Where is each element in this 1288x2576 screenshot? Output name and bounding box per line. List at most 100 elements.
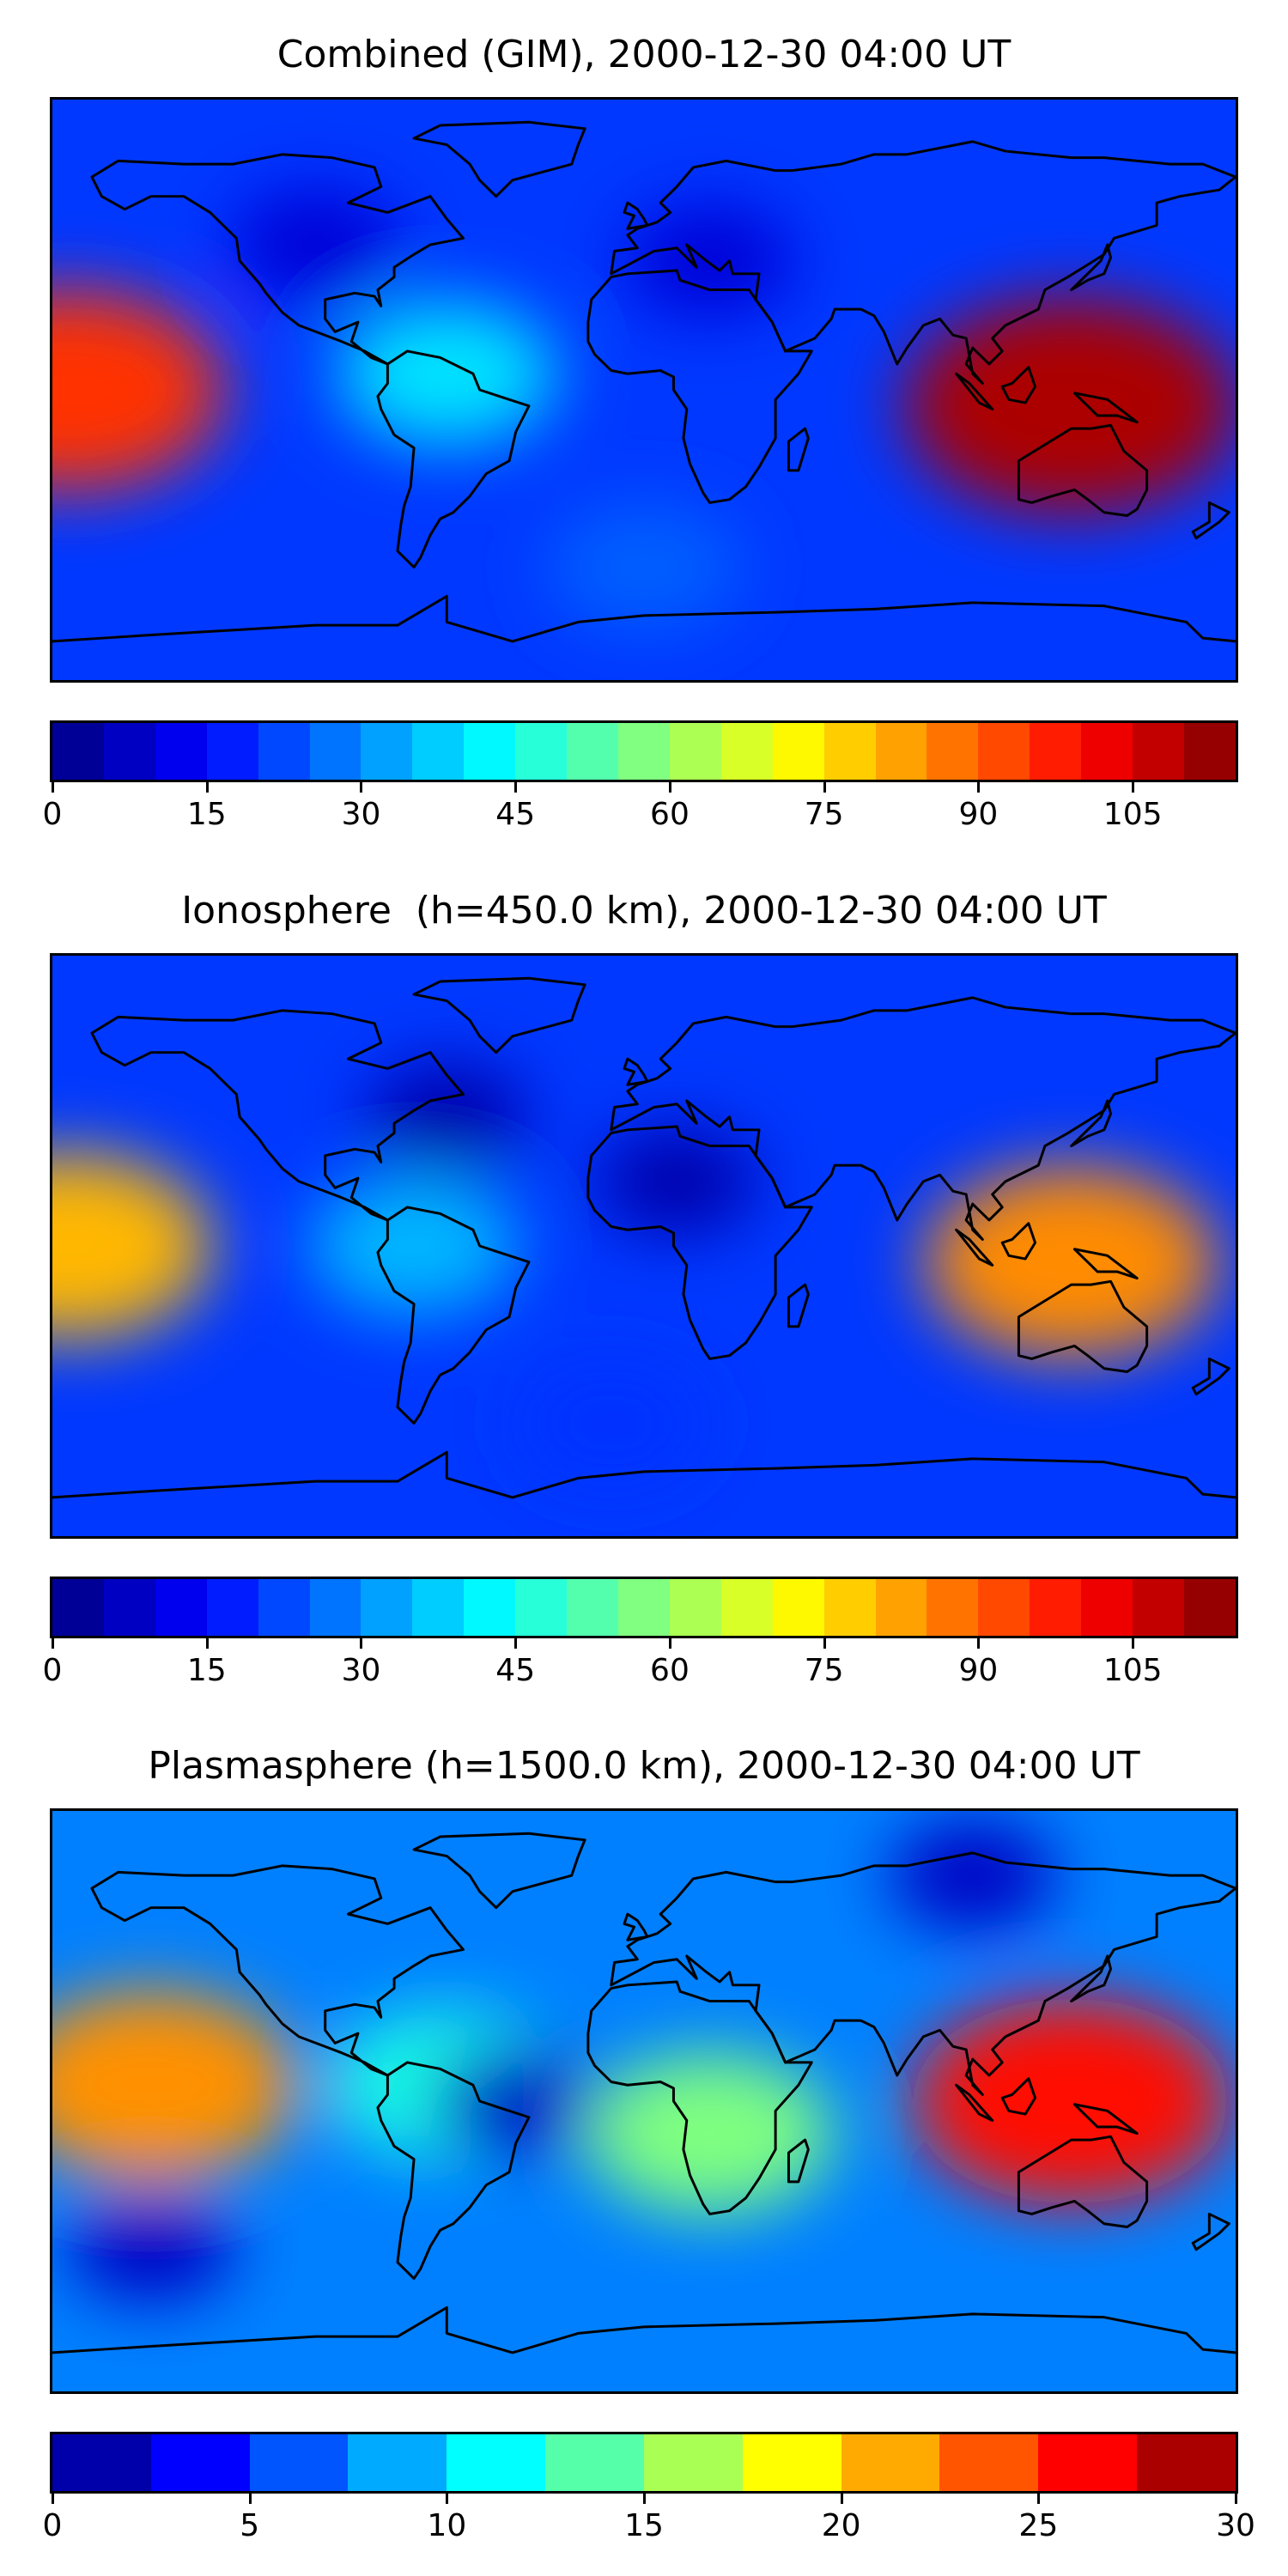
colorbar-segment: [823, 723, 876, 780]
colorbar-tick-label: 5: [240, 2508, 260, 2543]
colorbar-segment: [361, 1579, 413, 1636]
coastline-borneo: [1000, 2077, 1037, 2116]
colorbar-tick-label: 25: [1018, 2508, 1059, 2543]
field-blob: [67, 2190, 234, 2302]
colorbar-segment: [155, 723, 207, 780]
coastline-sumatra: [955, 372, 994, 410]
colorbar-segment: [669, 723, 721, 780]
field-blob: [52, 289, 224, 490]
colorbar-segment: [155, 1579, 207, 1636]
colorbar-tick-label: 60: [650, 797, 690, 832]
colorbar-segment: [720, 1579, 773, 1636]
colorbar-segment: [772, 1579, 824, 1636]
map-svg: [52, 1811, 1236, 2391]
colorbar-segment: [412, 723, 465, 780]
colorbar-tick: [643, 2494, 646, 2504]
colorbar-tick: [1132, 1638, 1135, 1649]
coastline-sumatra: [955, 1228, 994, 1267]
colorbar-tick-label: 75: [804, 1653, 844, 1688]
colorbar-tick: [668, 782, 671, 793]
coastline-north-america: [90, 153, 465, 366]
colorbar-segment: [309, 1579, 361, 1636]
colorbar-segment: [875, 723, 927, 780]
colorbar-segment: [515, 1579, 568, 1636]
field-blob: [365, 1063, 528, 1171]
colorbar-segment: [1081, 1579, 1133, 1636]
colorbar-tick: [1037, 2494, 1041, 2504]
panel1-title: Combined (GIM), 2000-12-30 04:00 UT: [276, 33, 1012, 76]
colorbar-tick-label: 105: [1103, 797, 1163, 832]
colorbar-tick: [205, 1638, 209, 1649]
coastline-japan: [1070, 243, 1113, 292]
colorbar-segment: [52, 2434, 151, 2491]
colorbar-segment: [1030, 1579, 1082, 1636]
colorbar-tick: [668, 1638, 671, 1649]
colorbar-segment: [412, 1579, 465, 1636]
coastlines: [52, 976, 1236, 1499]
field-blob: [595, 1127, 758, 1236]
panel2-colorbar-ticks: 0 15 30 45 60 75 90 105: [43, 1638, 1238, 1690]
map-svg: [52, 956, 1236, 1536]
coastline-australia: [1017, 1279, 1149, 1373]
colorbar-tick: [514, 782, 518, 793]
colorbar-segment: [545, 2434, 644, 2491]
field-blob: [230, 188, 401, 301]
field-blob: [308, 1176, 519, 1315]
coastline-eurasia: [610, 140, 1236, 385]
coastlines: [52, 1832, 1236, 2354]
field-blob: [428, 2045, 596, 2157]
coastline-south-america: [376, 1206, 531, 1425]
panel1-colorbar: [50, 720, 1238, 782]
panel2-colorbar: [50, 1577, 1238, 1638]
colorbar-tick-label: 90: [958, 797, 999, 832]
colorbar-segment: [875, 1579, 927, 1636]
colorbar-segment: [720, 723, 773, 780]
colorbar-tick-label: 0: [42, 797, 63, 832]
colorbar-tick: [360, 782, 363, 793]
colorbar-tick-label: 15: [624, 2508, 664, 2543]
coastline-australia: [1017, 2135, 1149, 2228]
colorbar-segment: [348, 2434, 447, 2491]
field-blob: [586, 2052, 834, 2215]
panel1-colorbar-ticks: 0 15 30 45 60 75 90 105: [43, 782, 1238, 834]
colorbar-segment: [150, 2434, 250, 2491]
coastline-north-america: [90, 1009, 465, 1222]
coastline-south-america: [376, 349, 531, 569]
coastline-antarctica: [52, 1450, 1236, 1499]
colorbar-segment: [617, 723, 670, 780]
panel2-map: [50, 953, 1238, 1539]
coastline-new-zealand: [1191, 1357, 1230, 1396]
colorbar-segment: [464, 1579, 516, 1636]
colorbar-tick-label: 15: [186, 1653, 227, 1688]
colorbar-tick-label: 10: [427, 2508, 467, 2543]
colorbar-segment: [1081, 723, 1133, 780]
colorbar-tick-label: 60: [650, 1653, 690, 1688]
field-blob: [913, 1998, 1230, 2204]
colorbar-segment: [1133, 1579, 1184, 1636]
field-blob: [904, 297, 1236, 514]
coastline-madagascar: [787, 2138, 810, 2184]
colorbar-segment: [927, 1579, 979, 1636]
colorbar-segment: [643, 2434, 743, 2491]
coastline-new-guinea: [1072, 2103, 1139, 2136]
coastline-eurasia: [610, 996, 1236, 1241]
coastline-greenland: [412, 120, 586, 198]
colorbar-tick: [1132, 782, 1135, 793]
coastline-new-zealand: [1191, 501, 1230, 540]
field-blob: [337, 301, 557, 446]
colorbar-tick: [52, 2494, 54, 2504]
colorbar-segment: [464, 723, 516, 780]
coastline-africa: [586, 269, 813, 504]
colorbar-tick: [205, 782, 209, 793]
colorbar-tick-label: 0: [42, 2508, 63, 2543]
field-blob: [518, 1362, 705, 1485]
colorbar-segment: [52, 723, 104, 780]
colorbar-segment: [206, 723, 258, 780]
panel3-map: [50, 1808, 1238, 2394]
panel3-title: Plasmasphere (h=1500.0 km), 2000-12-30 0…: [148, 1744, 1140, 1788]
colorbar-tick-label: 90: [958, 1653, 999, 1688]
colorbar-segment: [567, 1579, 618, 1636]
colorbar-segment: [258, 1579, 310, 1636]
colorbar-tick-label: 75: [804, 797, 844, 832]
coastline-borneo: [1000, 1222, 1037, 1261]
